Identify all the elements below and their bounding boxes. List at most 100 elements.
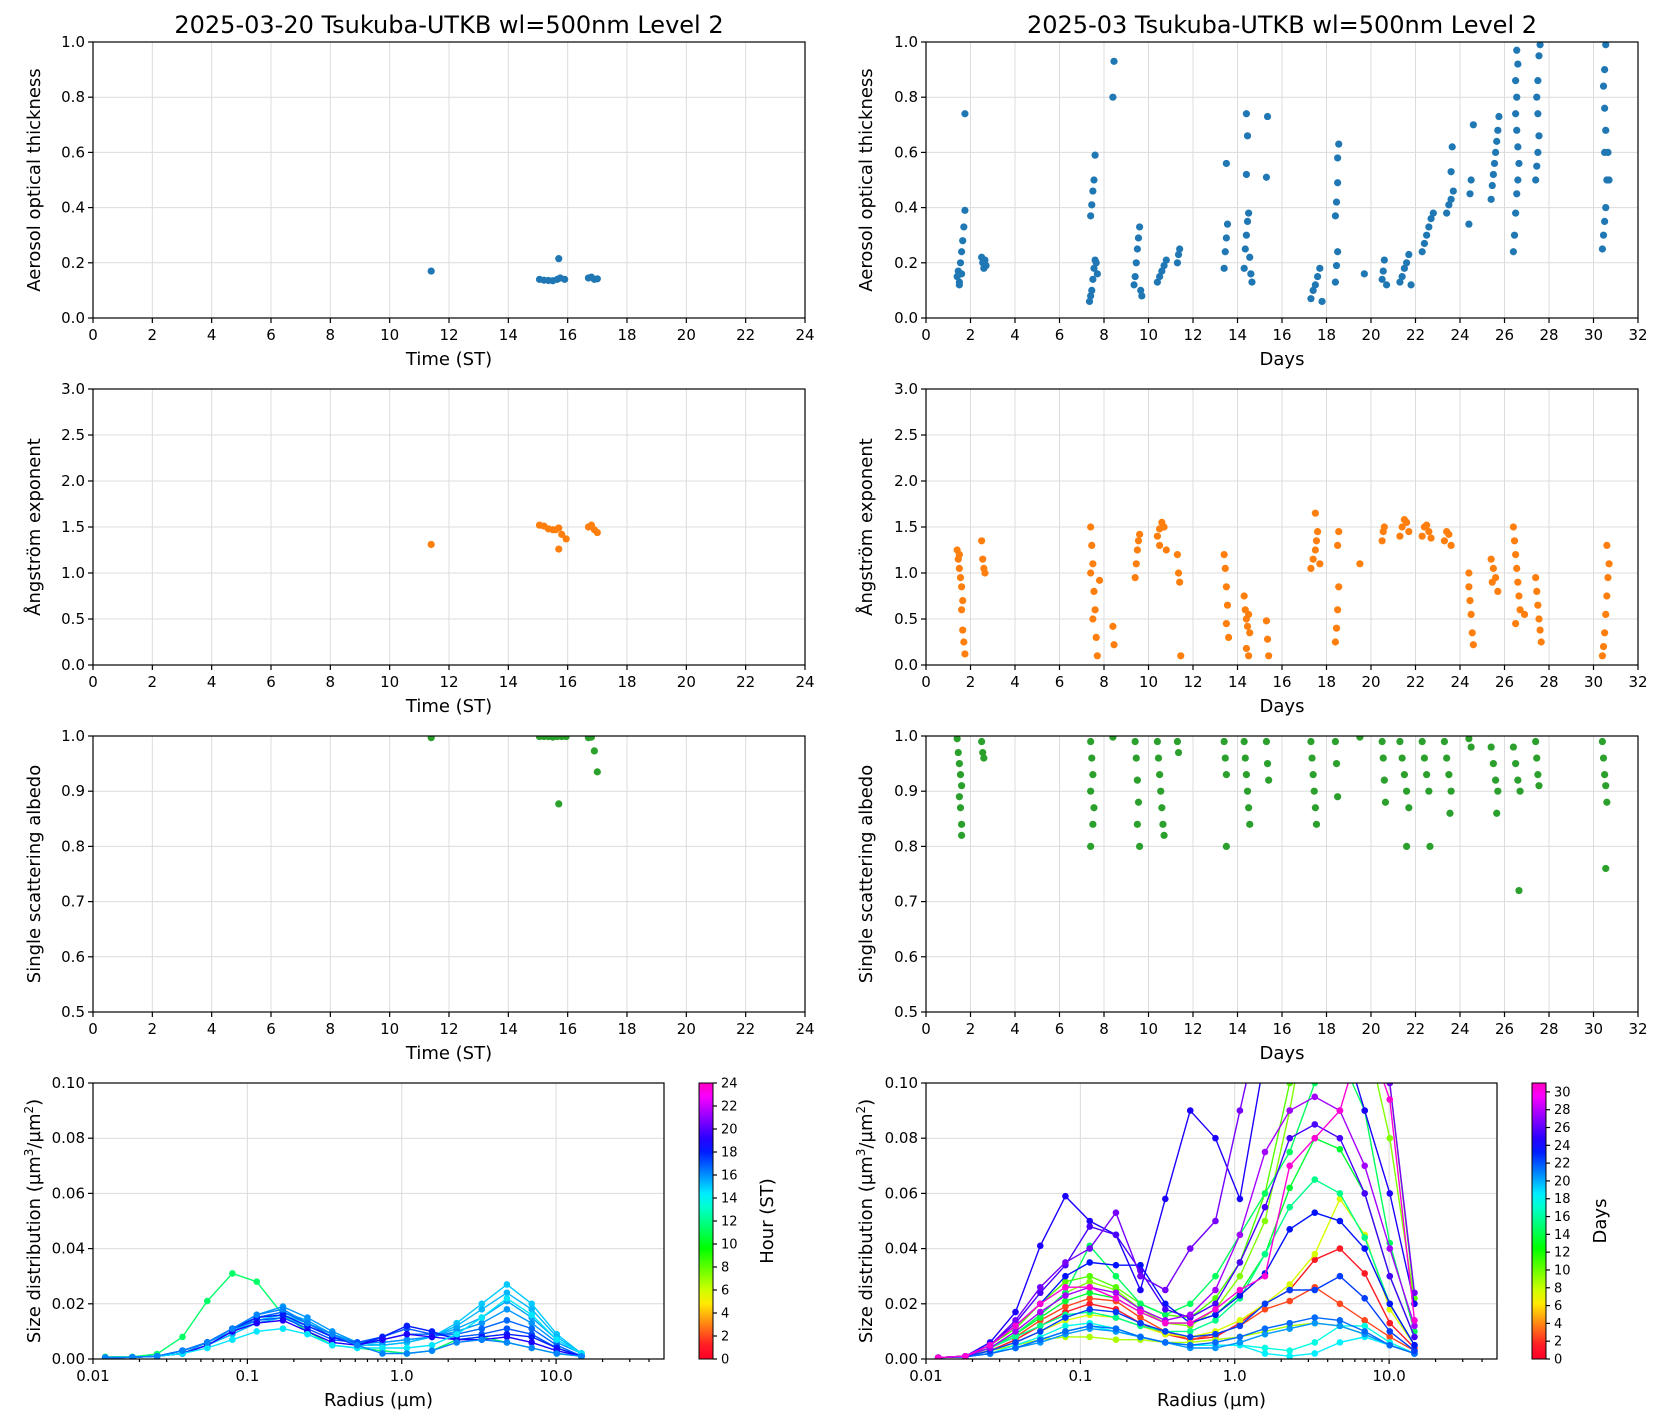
x-tick-label: 18 bbox=[1317, 1020, 1336, 1038]
data-point bbox=[1086, 1322, 1094, 1330]
data-point bbox=[1535, 615, 1543, 623]
x-tick-label: 12 bbox=[439, 326, 458, 344]
data-point bbox=[1513, 190, 1521, 198]
data-point bbox=[1112, 1272, 1120, 1280]
data-point bbox=[253, 1278, 261, 1286]
chart-left-angstrom: 0 2 4 6 8 10 12 14 16 18 20 22 240.00.51.01.52.02.53… bbox=[23, 380, 815, 717]
colorbar-label: Hour (ST) bbox=[757, 1178, 778, 1264]
x-tick-label: 26 bbox=[1495, 326, 1514, 344]
y-tick-label: 0.5 bbox=[894, 610, 918, 628]
x-tick-label: 6 bbox=[1055, 326, 1065, 344]
data-point bbox=[1174, 250, 1183, 259]
data-point bbox=[555, 255, 563, 263]
data-point bbox=[1316, 264, 1324, 272]
data-point bbox=[179, 1333, 186, 1341]
x-tick-label: 10 bbox=[380, 673, 399, 691]
x-tick-label: 14 bbox=[1228, 326, 1247, 344]
data-point bbox=[1245, 652, 1253, 660]
data-point bbox=[1398, 754, 1406, 762]
y-tick-label: 2.5 bbox=[61, 426, 85, 444]
x-tick-label: 10 bbox=[380, 326, 399, 344]
x-tick-label: 22 bbox=[1406, 673, 1425, 691]
data-point bbox=[553, 1350, 561, 1357]
colorbar-tick-label: 22 bbox=[1554, 1157, 1571, 1172]
data-point bbox=[1337, 804, 1344, 811]
data-point bbox=[1223, 220, 1232, 228]
data-point bbox=[1088, 286, 1096, 294]
data-point bbox=[578, 1352, 585, 1359]
data-point bbox=[1212, 1272, 1219, 1280]
data-point bbox=[1086, 1294, 1094, 1302]
data-point bbox=[1492, 148, 1500, 156]
data-point bbox=[1533, 754, 1541, 762]
x-tick-label: 18 bbox=[617, 326, 636, 344]
data-point bbox=[1090, 587, 1098, 596]
data-point bbox=[1223, 601, 1232, 609]
data-point bbox=[1429, 209, 1437, 217]
data-point bbox=[1173, 737, 1182, 746]
data-point bbox=[1242, 231, 1250, 239]
data-point bbox=[593, 528, 601, 537]
data-point bbox=[1334, 179, 1342, 187]
colorbar-tick-label: 8 bbox=[1554, 1281, 1562, 1296]
data-point bbox=[1336, 1245, 1344, 1252]
data-point bbox=[1087, 292, 1095, 300]
y-tick-label: 3.0 bbox=[894, 380, 918, 398]
data-point bbox=[1602, 610, 1610, 619]
x-tick-label: 20 bbox=[677, 326, 696, 344]
data-point bbox=[1153, 737, 1161, 746]
data-point bbox=[1407, 281, 1415, 289]
data-point bbox=[1447, 195, 1455, 203]
data-point bbox=[1286, 1148, 1293, 1156]
data-point bbox=[1261, 1330, 1269, 1338]
series-line bbox=[101, 1289, 585, 1359]
series-path bbox=[938, 1083, 1416, 1359]
data-point bbox=[1465, 736, 1473, 743]
chart-right-aod: 0 2 4 6 8 10 12 14 16 18 20 22 24 26 28 30 320.00.20.40.… bbox=[856, 11, 1648, 370]
data-point bbox=[1493, 137, 1501, 145]
data-point bbox=[1336, 1190, 1344, 1197]
data-point bbox=[1514, 776, 1522, 784]
y-tick-label: 0.6 bbox=[894, 143, 918, 161]
data-point bbox=[503, 1306, 511, 1313]
series-path bbox=[105, 1297, 582, 1359]
data-point bbox=[528, 1300, 536, 1308]
data-point bbox=[1012, 1339, 1019, 1346]
data-point bbox=[1186, 1341, 1194, 1349]
data-point bbox=[1440, 737, 1449, 746]
grid bbox=[925, 388, 1639, 666]
data-point bbox=[1311, 942, 1318, 949]
data-point bbox=[1467, 610, 1475, 619]
y-axis-label: Ångström exponent bbox=[23, 438, 45, 616]
data-point bbox=[1489, 564, 1497, 573]
data-point bbox=[1286, 1225, 1293, 1233]
x-tick-label: 8 bbox=[1099, 326, 1109, 344]
data-point bbox=[1423, 521, 1431, 529]
data-point bbox=[1336, 1317, 1344, 1324]
data-point bbox=[129, 1354, 136, 1359]
data-point bbox=[403, 1336, 411, 1343]
data-point bbox=[1337, 1052, 1344, 1059]
data-point bbox=[1130, 281, 1138, 289]
data-point bbox=[1469, 641, 1477, 649]
data-point bbox=[1492, 776, 1500, 784]
data-point bbox=[1012, 1344, 1019, 1352]
data-point bbox=[1311, 281, 1319, 289]
data-point bbox=[1225, 633, 1233, 642]
data-point bbox=[1380, 776, 1388, 784]
data-point bbox=[1602, 864, 1610, 873]
data-point bbox=[1086, 1333, 1094, 1341]
data-point bbox=[1112, 1231, 1120, 1239]
data-point bbox=[179, 1347, 186, 1355]
data-point bbox=[1403, 842, 1411, 851]
data-point bbox=[1494, 787, 1502, 795]
data-point bbox=[1386, 1300, 1394, 1308]
data-point bbox=[1173, 551, 1182, 559]
data-point bbox=[1465, 569, 1473, 577]
data-point bbox=[1112, 1325, 1120, 1332]
data-point bbox=[955, 760, 963, 768]
data-point bbox=[1086, 1306, 1094, 1313]
data-point bbox=[1332, 760, 1341, 768]
data-point bbox=[1136, 223, 1144, 231]
data-point bbox=[1265, 776, 1273, 784]
